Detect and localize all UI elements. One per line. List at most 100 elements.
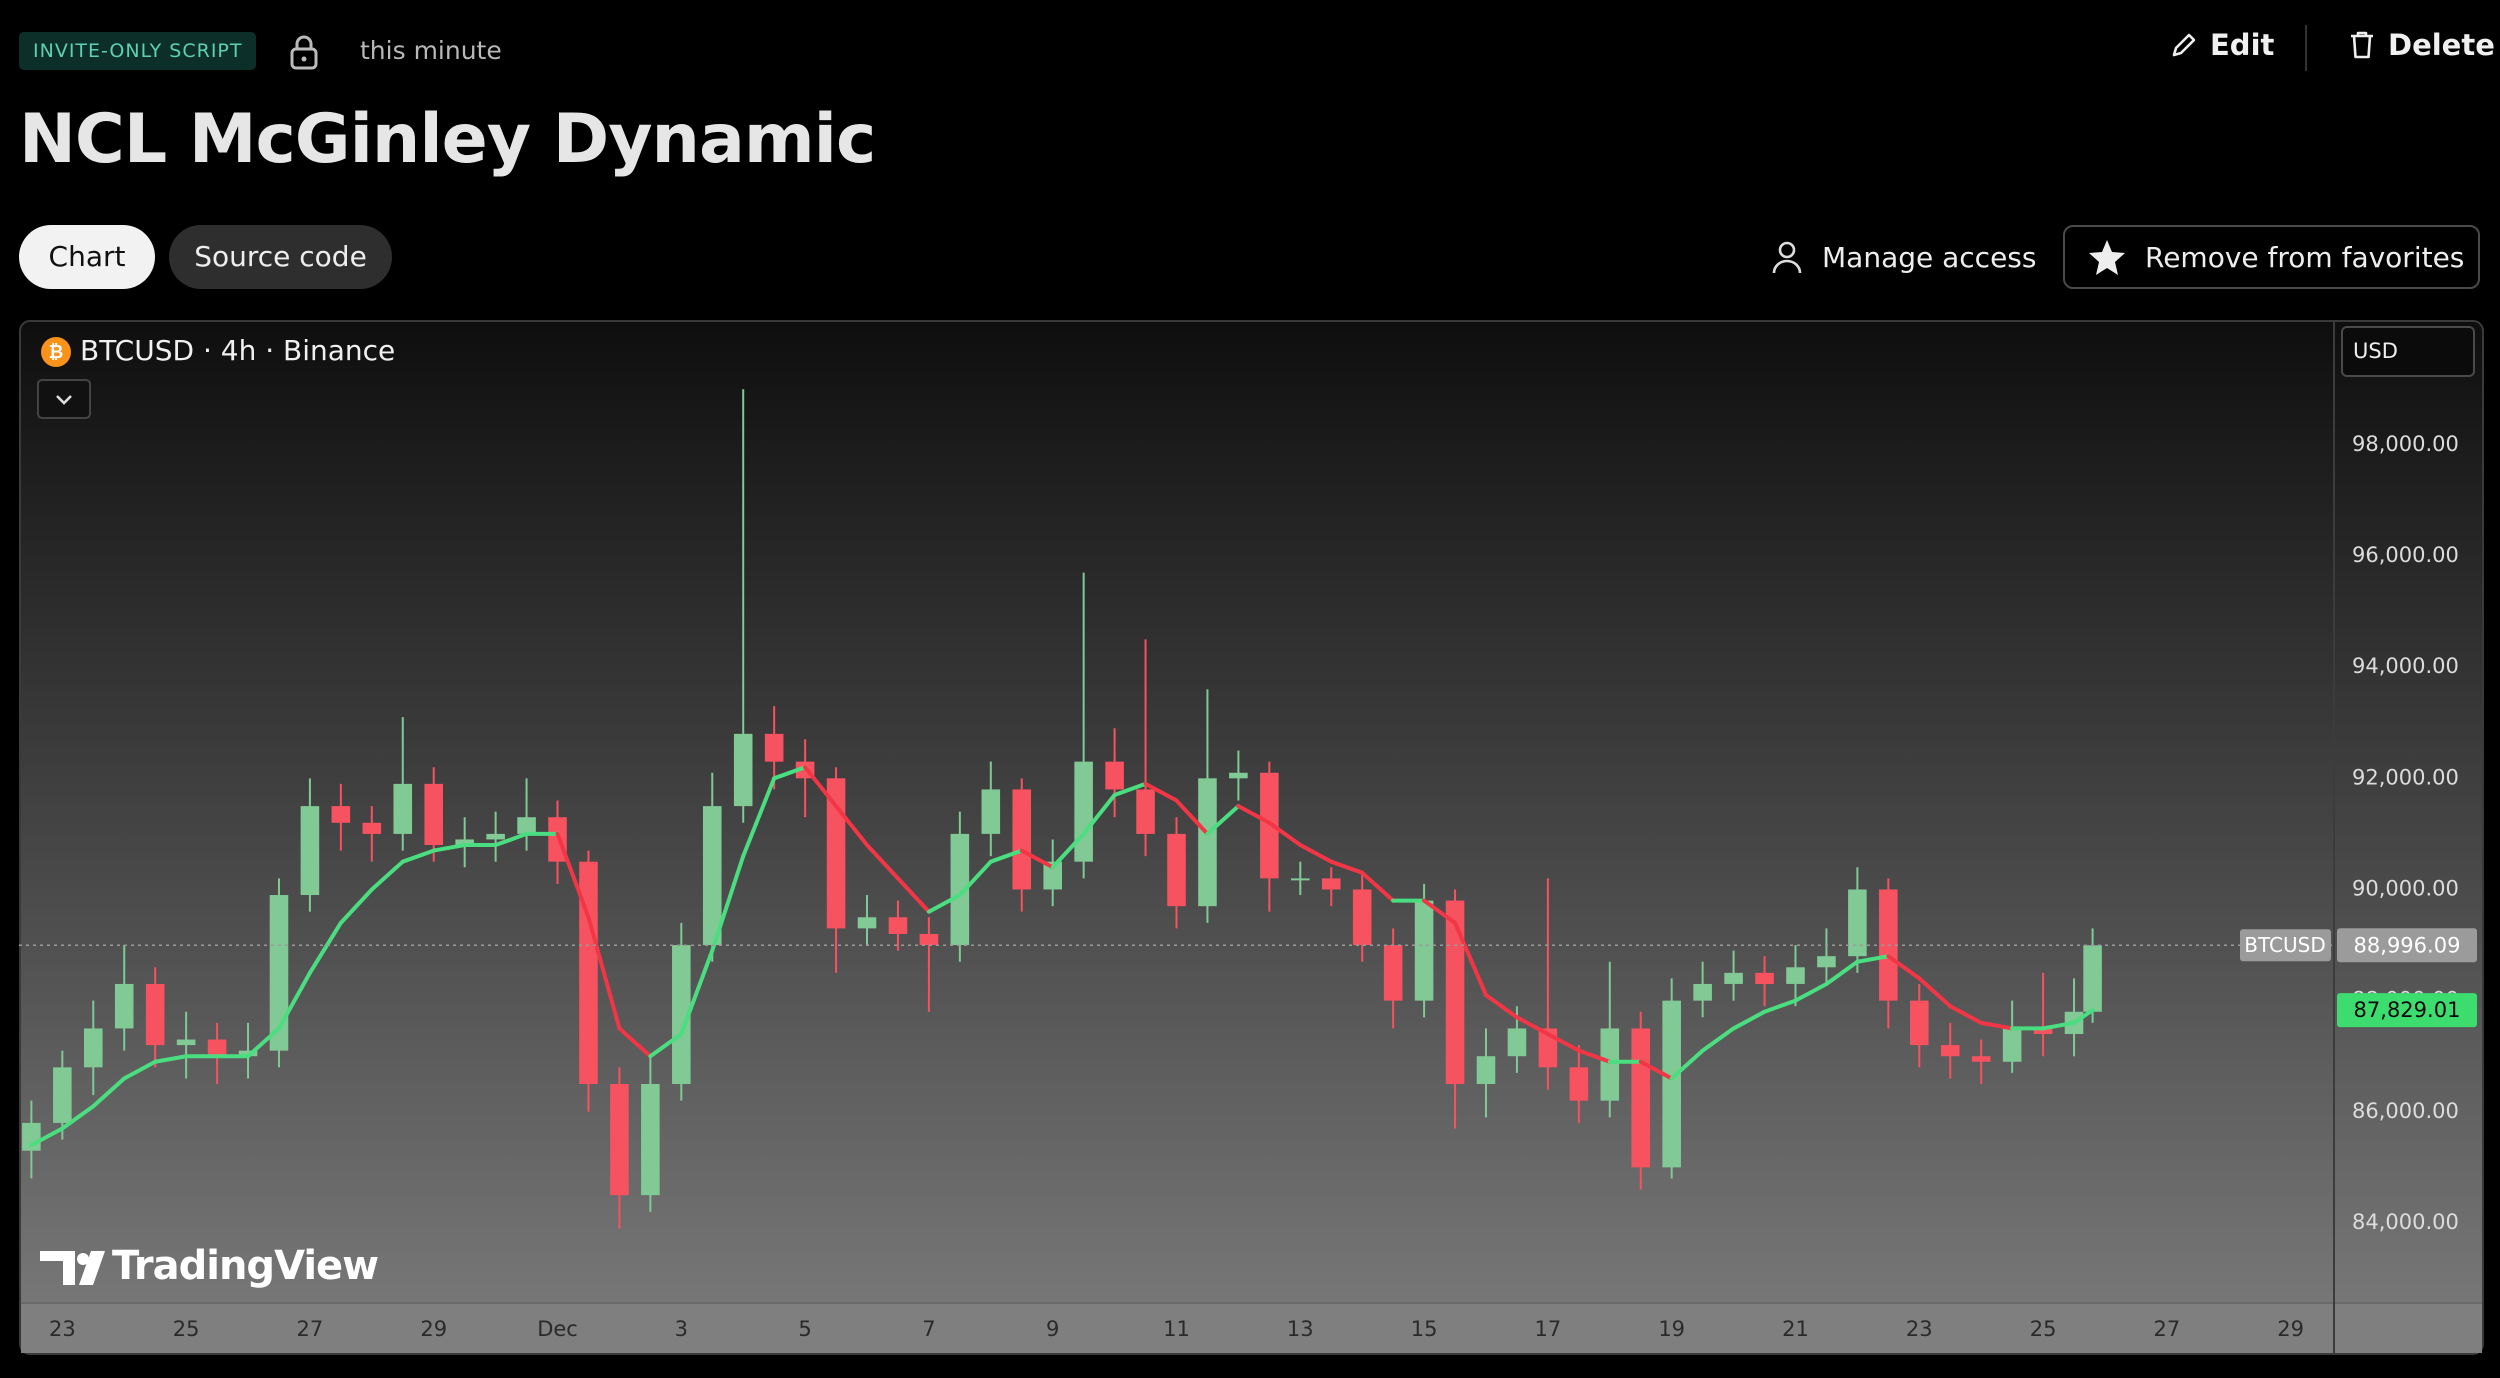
mcginley-line [246, 1026, 281, 1059]
y-tick-label: 96,000.00 [2352, 543, 2459, 567]
candle-body [486, 833, 505, 840]
bitcoin-symbol: ₿ [49, 342, 64, 363]
candle-body [672, 945, 691, 1085]
candle-body [1724, 972, 1743, 984]
mcginley-line [1298, 843, 1334, 864]
edit-button[interactable]: Edit [2170, 28, 2274, 62]
x-tick-label: 29 [2277, 1317, 2304, 1341]
candle-body [1848, 889, 1867, 957]
candle-body [1291, 878, 1310, 881]
mcginley-line [1731, 1009, 1767, 1031]
x-tick-label: Dec [537, 1317, 578, 1341]
mcginley-line [369, 859, 405, 892]
candle-body [610, 1084, 629, 1196]
mcginley-line [926, 893, 962, 914]
axes: 84,000.0086,000.0088,000.0090,000.0092,0… [49, 432, 2477, 1341]
candle-body [1074, 761, 1093, 862]
currency-box[interactable] [2341, 326, 2475, 377]
candle-body [1383, 945, 1403, 1001]
source-tab[interactable]: Source code [169, 225, 392, 289]
mcginley-line [1081, 792, 1117, 836]
favorites-button[interactable]: Remove from favorites [2063, 225, 2480, 289]
mcginley-line [710, 854, 746, 953]
price-tag [2337, 993, 2477, 1028]
candle-body [53, 1067, 72, 1123]
mcginley-line [60, 1104, 96, 1131]
mcginley-line [1669, 1048, 1705, 1081]
x-tick-label: 3 [675, 1317, 688, 1341]
candle-body [300, 806, 320, 896]
y-tick-label: 98,000.00 [2352, 432, 2459, 456]
edit-label: Edit [2210, 28, 2275, 62]
price-tag-name: BTCUSD [2244, 933, 2325, 957]
chart: ₿ BTCUSD · 4h · Binance USD TradingView … [19, 320, 2484, 1355]
price-tag-label: 87,829.01 [2354, 998, 2461, 1022]
candle-body [176, 1039, 196, 1046]
candle-body [981, 789, 1001, 834]
candle-body [1507, 1028, 1527, 1057]
mcginley-line [153, 1054, 189, 1064]
mcginley-line [1793, 981, 1829, 1003]
chart-tab[interactable]: Chart [19, 225, 155, 289]
candle-body [1198, 778, 1217, 907]
chart-background [19, 320, 2484, 1355]
x-tick-label: 25 [2030, 1317, 2057, 1341]
mcginley-line [122, 1059, 158, 1081]
candle-body [238, 1050, 258, 1057]
candle-body [1414, 900, 1434, 1001]
x-tick-label: 23 [1906, 1317, 1933, 1341]
mcginley-line [1236, 804, 1272, 825]
candle-body [1971, 1056, 1991, 1062]
candle-body [1136, 789, 1155, 834]
mcginley-line [1545, 1031, 1581, 1053]
candle-body [702, 806, 722, 946]
mcginley-line [1824, 959, 1860, 986]
mcginley-line [803, 765, 839, 809]
candle-body [1693, 983, 1712, 1001]
candle-body [1755, 972, 1774, 984]
candle-body [424, 783, 444, 846]
mcginley-line [865, 843, 900, 881]
collapse-button[interactable] [37, 379, 91, 419]
bitcoin-icon [41, 337, 71, 367]
mcginley-line [1329, 859, 1365, 875]
x-tick-label: 9 [1046, 1317, 1059, 1341]
candle-body [579, 861, 598, 1085]
candle-body [857, 917, 877, 929]
pencil-icon [2172, 33, 2196, 57]
mcginley-line [1979, 1020, 2015, 1031]
y-tick-label: 90,000.00 [2352, 876, 2459, 900]
mcginley-line [1948, 1004, 1984, 1025]
mcginley-line [834, 804, 870, 848]
lock-icon [290, 35, 318, 70]
mcginley-line [1917, 976, 1953, 1009]
watermark-dot [77, 1253, 89, 1265]
x-tick-label: 7 [922, 1317, 935, 1341]
mcginley-line [1886, 954, 1922, 981]
x-tick-label: 11 [1163, 1317, 1190, 1341]
candle-body [1940, 1045, 1960, 1057]
delete-button[interactable]: Delete [2348, 28, 2495, 62]
manage-access-button[interactable]: Manage access [1770, 225, 2036, 289]
mcginley-line [555, 831, 591, 920]
candle-body [2083, 945, 2102, 1012]
mcginley-line [1855, 954, 1891, 964]
candle-body [764, 733, 784, 762]
mcginley-line [772, 765, 808, 781]
updated-time: this minute [360, 36, 502, 65]
y-tick-label: 86,000.00 [2352, 1099, 2459, 1123]
mcginley-line [679, 948, 715, 1036]
mcginley-line [957, 859, 993, 898]
mcginley-line [2041, 1020, 2077, 1031]
mcginley-line [1514, 1015, 1550, 1036]
candle-body [1012, 789, 1032, 890]
candle-body [393, 783, 413, 834]
candle-body [114, 983, 134, 1029]
x-tick-label: 27 [2154, 1317, 2181, 1341]
mcginley-line [895, 876, 931, 914]
candle-body [2033, 1028, 2053, 1034]
separator [2305, 25, 2307, 71]
x-tick-label: 17 [1535, 1317, 1562, 1341]
candle-body [517, 817, 536, 834]
x-tick-label: 19 [1658, 1317, 1685, 1341]
